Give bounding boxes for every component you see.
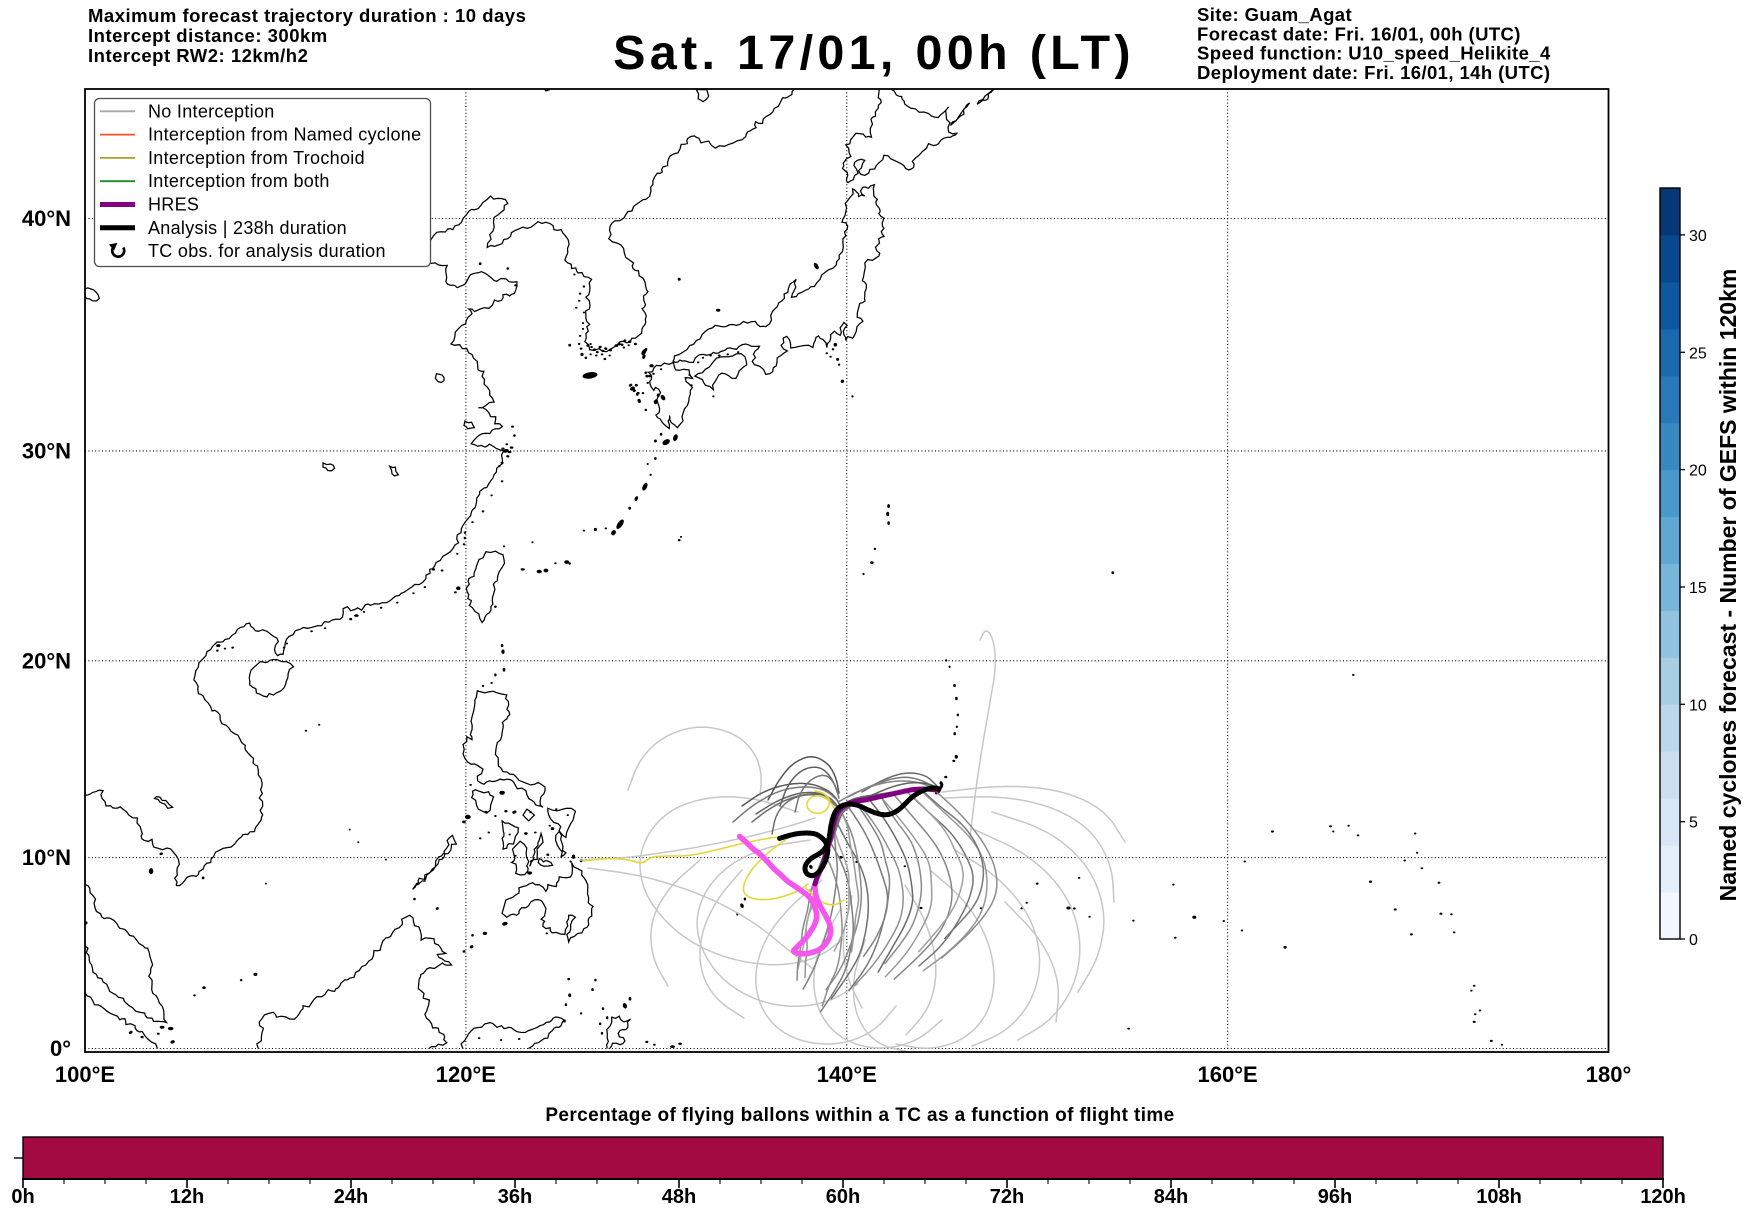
svg-text:20: 20 bbox=[1689, 463, 1707, 480]
svg-text:Site: Guam_Agat: Site: Guam_Agat bbox=[1197, 4, 1352, 25]
svg-text:Interception from Named cyclon: Interception from Named cyclone bbox=[148, 125, 421, 145]
svg-text:0: 0 bbox=[1689, 932, 1698, 949]
svg-text:0h: 0h bbox=[11, 1186, 34, 1208]
svg-text:Interception from Trochoid: Interception from Trochoid bbox=[148, 148, 365, 168]
svg-text:12h: 12h bbox=[170, 1186, 204, 1208]
svg-text:Speed function: U10_speed_Heli: Speed function: U10_speed_Helikite_4 bbox=[1197, 43, 1551, 64]
svg-text:Intercept RW2: 12km/h2: Intercept RW2: 12km/h2 bbox=[88, 45, 308, 66]
svg-text:36h: 36h bbox=[498, 1186, 532, 1208]
svg-text:HRES: HRES bbox=[148, 195, 199, 215]
svg-text:Sat. 17/01, 00h (LT): Sat. 17/01, 00h (LT) bbox=[613, 26, 1135, 80]
svg-text:Interception from both: Interception from both bbox=[148, 171, 330, 191]
svg-text:108h: 108h bbox=[1476, 1186, 1522, 1208]
svg-text:120°E: 120°E bbox=[436, 1062, 496, 1087]
svg-text:Maximum forecast trajectory du: Maximum forecast trajectory duration : 1… bbox=[88, 5, 526, 26]
svg-text:72h: 72h bbox=[990, 1186, 1024, 1208]
svg-text:48h: 48h bbox=[662, 1186, 696, 1208]
svg-text:0°: 0° bbox=[50, 1036, 71, 1061]
svg-text:84h: 84h bbox=[1154, 1186, 1188, 1208]
svg-text:30: 30 bbox=[1689, 228, 1707, 245]
svg-text:96h: 96h bbox=[1318, 1186, 1352, 1208]
svg-text:10°N: 10°N bbox=[22, 845, 71, 870]
svg-text:15: 15 bbox=[1689, 580, 1707, 597]
svg-text:10: 10 bbox=[1689, 697, 1707, 714]
svg-text:5: 5 bbox=[1689, 815, 1698, 832]
svg-text:20°N: 20°N bbox=[22, 648, 71, 673]
svg-text:25: 25 bbox=[1689, 345, 1707, 362]
svg-text:Percentage of flying ballons w: Percentage of flying ballons within a TC… bbox=[545, 1105, 1174, 1126]
svg-text:120h: 120h bbox=[1640, 1186, 1686, 1208]
svg-text:100°E: 100°E bbox=[55, 1062, 115, 1087]
svg-text:60h: 60h bbox=[826, 1186, 860, 1208]
svg-text:40°N: 40°N bbox=[22, 206, 71, 231]
svg-text:160°E: 160°E bbox=[1198, 1062, 1258, 1087]
svg-text:Forecast date: Fri. 16/01, 00h: Forecast date: Fri. 16/01, 00h (UTC) bbox=[1197, 23, 1521, 44]
svg-text:TC obs. for analysis duration: TC obs. for analysis duration bbox=[148, 241, 386, 261]
svg-text:30°N: 30°N bbox=[22, 438, 71, 463]
svg-text:24h: 24h bbox=[334, 1186, 368, 1208]
svg-text:Deployment date: Fri. 16/01, 1: Deployment date: Fri. 16/01, 14h (UTC) bbox=[1197, 62, 1550, 83]
svg-text:Analysis | 238h duration: Analysis | 238h duration bbox=[148, 218, 347, 238]
svg-text:No Interception: No Interception bbox=[148, 101, 275, 121]
svg-text:Named cyclones forecast - Numb: Named cyclones forecast - Number of GEFS… bbox=[1715, 269, 1741, 902]
svg-text:180°: 180° bbox=[1586, 1062, 1632, 1087]
svg-text:140°E: 140°E bbox=[817, 1062, 877, 1087]
svg-text:Intercept distance: 300km: Intercept distance: 300km bbox=[88, 25, 328, 46]
